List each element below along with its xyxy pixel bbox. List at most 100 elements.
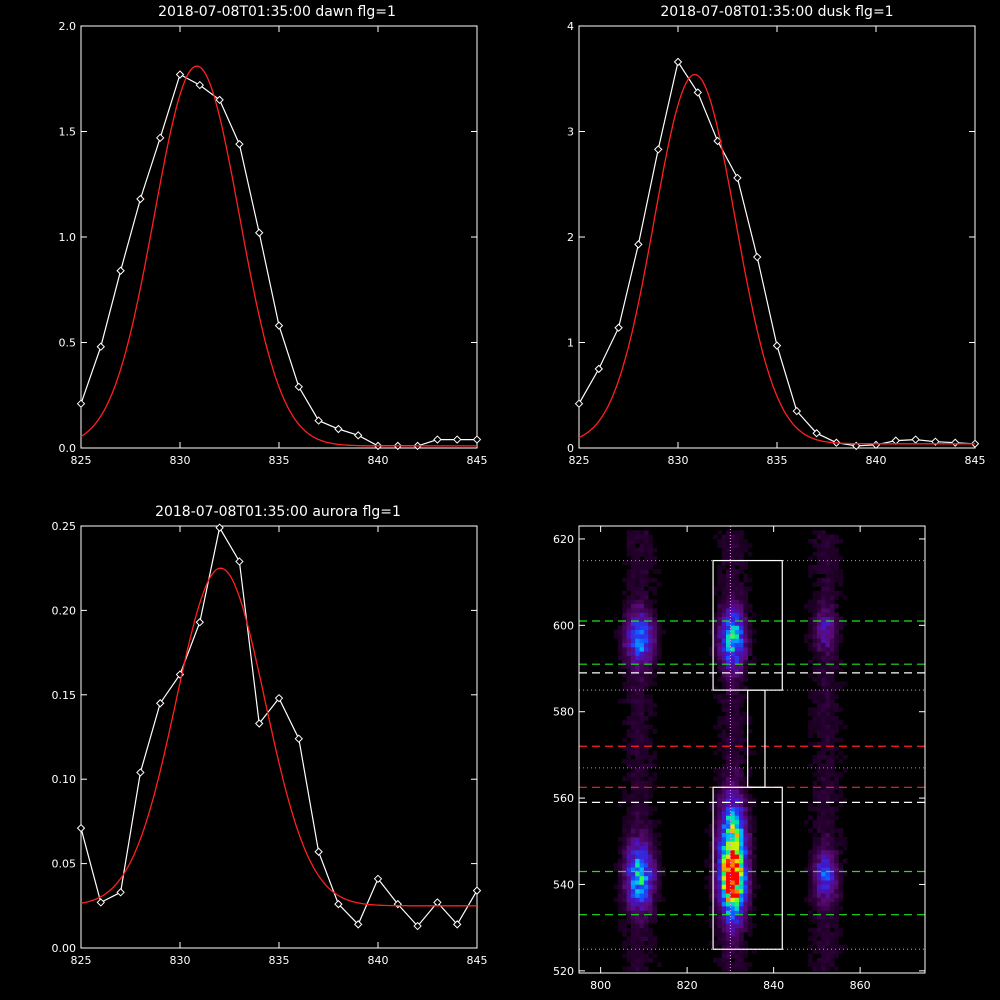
heatmap-pixel xyxy=(717,746,723,751)
heatmap-pixel xyxy=(652,547,658,553)
heatmap-pixel xyxy=(648,551,653,557)
heatmap-pixel xyxy=(821,621,826,626)
heatmap-pixel xyxy=(648,949,653,954)
heatmap-pixel xyxy=(630,616,636,622)
heatmap-pixel xyxy=(635,944,640,950)
heatmap-pixel xyxy=(821,547,826,553)
heatmap-pixel xyxy=(713,906,718,911)
heatmap-pixel xyxy=(747,884,753,890)
heatmap-pixel xyxy=(708,919,714,924)
heatmap-pixel xyxy=(622,897,627,903)
heatmap-pixel xyxy=(734,703,740,708)
heatmap-pixel xyxy=(829,880,835,885)
heatmap-pixel xyxy=(842,871,848,877)
heatmap-pixel xyxy=(721,936,727,941)
heatmap-pixel xyxy=(626,543,632,548)
heatmap-pixel xyxy=(816,798,822,803)
heatmap-pixel xyxy=(643,789,649,795)
heatmap-pixel xyxy=(721,793,727,799)
heatmap-pixel xyxy=(643,871,649,877)
heatmap-pixel xyxy=(721,729,727,734)
heatmap-pixel xyxy=(635,707,640,713)
heatmap-pixel xyxy=(613,629,619,635)
dusk-data-point xyxy=(792,406,802,416)
heatmap-pixel xyxy=(739,936,744,941)
heatmap-pixel xyxy=(739,919,744,924)
heatmap-pixel xyxy=(743,854,749,859)
heatmap-pixel xyxy=(825,547,831,553)
heatmap-pixel xyxy=(635,724,640,730)
heatmap-pixel xyxy=(743,543,749,548)
heatmap-pixel xyxy=(747,914,753,920)
heatmap-pixel xyxy=(739,720,744,725)
heatmap-pixel xyxy=(821,651,826,656)
heatmap-pixel xyxy=(730,543,736,548)
heatmap-pixel xyxy=(829,651,835,656)
heatmap-pixel xyxy=(821,919,826,924)
heatmap-pixel xyxy=(808,608,813,613)
heatmap-pixel xyxy=(708,824,714,829)
heatmap-pixel xyxy=(812,772,818,777)
heatmap-pixel xyxy=(743,655,749,661)
heatmap-pixel xyxy=(734,953,740,959)
heatmap-pixel xyxy=(808,927,813,933)
heatmap-pixel xyxy=(626,759,632,764)
heatmap-pixel xyxy=(630,832,636,838)
heatmap-pixel xyxy=(630,759,636,764)
heatmap-pixel xyxy=(708,832,714,838)
heatmap-pixel xyxy=(626,642,632,648)
heatmap-pixel xyxy=(816,854,822,859)
heatmap-pixel xyxy=(630,681,636,687)
heatmap-pixel xyxy=(743,875,749,881)
heatmap-pixel xyxy=(838,793,844,799)
heatmap-pixel xyxy=(726,888,731,894)
heatmap-pixel xyxy=(821,543,826,548)
heatmap-pixel xyxy=(747,664,753,669)
heatmap-pixel xyxy=(630,625,636,630)
heatmap-pixel xyxy=(842,944,848,950)
heatmap-pixel xyxy=(721,763,727,769)
heatmap-pixel xyxy=(834,932,839,937)
heatmap-pixel xyxy=(734,551,740,557)
heatmap-pixel xyxy=(648,849,653,855)
heatmap-pixel xyxy=(829,811,835,816)
heatmap-pixel xyxy=(708,841,714,846)
heatmap-pixel xyxy=(739,832,744,838)
heatmap-pixel xyxy=(626,793,632,799)
heatmap-pixel xyxy=(752,854,757,859)
heatmap-pixel xyxy=(726,577,731,583)
heatmap-pixel xyxy=(713,616,718,622)
heatmap-pixel xyxy=(808,953,813,959)
heatmap-pixel xyxy=(739,655,744,661)
heatmap-pixel xyxy=(739,884,744,890)
heatmap-pixel xyxy=(825,634,831,639)
heatmap-pixel xyxy=(730,698,736,704)
dusk-ytick-label: 0 xyxy=(567,442,574,455)
heatmap-pixel xyxy=(617,858,623,864)
heatmap-pixel xyxy=(829,595,835,600)
heatmap-pixel xyxy=(834,837,839,842)
heatmap-pixel xyxy=(816,690,822,695)
heatmap-pixel xyxy=(752,798,757,803)
heatmap-pixel xyxy=(730,586,736,592)
heatmap-pixel xyxy=(717,936,723,941)
heatmap-pixel xyxy=(721,944,727,950)
heatmap-pixel xyxy=(838,590,844,596)
image-xtick-label: 840 xyxy=(763,979,784,992)
heatmap-pixel xyxy=(639,854,645,859)
heatmap-pixel xyxy=(834,858,839,864)
heatmap-pixel xyxy=(635,957,640,963)
heatmap-pixel xyxy=(721,746,727,751)
heatmap-pixel xyxy=(626,547,632,553)
heatmap-pixel xyxy=(734,910,740,916)
heatmap-pixel xyxy=(730,832,736,838)
heatmap-pixel xyxy=(730,616,736,622)
heatmap-pixel xyxy=(717,940,723,946)
heatmap-pixel xyxy=(834,547,839,553)
heatmap-pixel xyxy=(739,923,744,928)
heatmap-pixel xyxy=(635,737,640,743)
heatmap-pixel xyxy=(626,646,632,652)
heatmap-pixel xyxy=(825,642,831,648)
heatmap-pixel xyxy=(739,586,744,592)
heatmap-pixel xyxy=(821,789,826,795)
